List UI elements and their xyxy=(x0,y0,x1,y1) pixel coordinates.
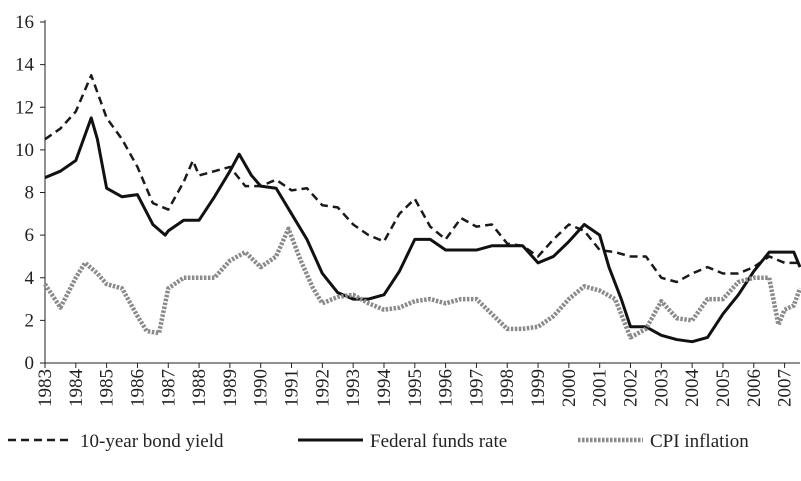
x-tick-label: 1993 xyxy=(343,369,364,407)
x-tick-label: 1986 xyxy=(127,369,148,407)
y-tick-label: 8 xyxy=(25,183,35,204)
x-tick-label: 1989 xyxy=(220,369,241,407)
legend-label: 10-year bond yield xyxy=(80,431,224,452)
series-line xyxy=(44,116,801,344)
x-tick-label: 1983 xyxy=(35,369,56,407)
x-tick-label: 1998 xyxy=(497,369,518,407)
y-tick-label: 0 xyxy=(25,353,35,374)
x-tick-label: 1997 xyxy=(466,369,487,407)
y-tick-label: 10 xyxy=(15,140,34,161)
x-tick-label: 2007 xyxy=(775,369,796,407)
y-tick-label: 16 xyxy=(15,12,34,33)
x-tick-label: 2006 xyxy=(744,369,765,407)
y-tick-label: 2 xyxy=(25,310,35,331)
legend-label: Federal funds rate xyxy=(370,431,507,452)
x-tick-label: 1992 xyxy=(312,369,333,407)
series-line xyxy=(43,226,801,340)
x-tick-label: 1996 xyxy=(436,369,457,407)
x-tick-label: 2001 xyxy=(590,369,611,407)
y-tick-label: 6 xyxy=(25,225,35,246)
series-line xyxy=(44,74,800,284)
y-tick-label: 4 xyxy=(25,268,35,289)
x-tick-label: 1999 xyxy=(528,369,549,407)
y-tick-label: 12 xyxy=(15,97,34,118)
x-tick-label: 2002 xyxy=(621,369,642,407)
x-tick-label: 2003 xyxy=(651,369,672,407)
x-tick-label: 1988 xyxy=(189,369,210,407)
x-tick-label: 1994 xyxy=(374,369,395,408)
x-tick-label: 1991 xyxy=(282,369,303,407)
x-tick-label: 1985 xyxy=(97,369,118,407)
x-tick-label: 1995 xyxy=(405,369,426,407)
x-tick-label: 1990 xyxy=(251,369,272,407)
x-tick-label: 2004 xyxy=(682,369,703,408)
x-tick-label: 2005 xyxy=(713,369,734,407)
x-tick-label: 1984 xyxy=(66,369,87,408)
x-tick-label: 1987 xyxy=(158,369,179,407)
legend-label: CPI inflation xyxy=(650,431,749,452)
y-tick-label: 14 xyxy=(15,55,35,76)
x-tick-label: 2000 xyxy=(559,369,580,407)
